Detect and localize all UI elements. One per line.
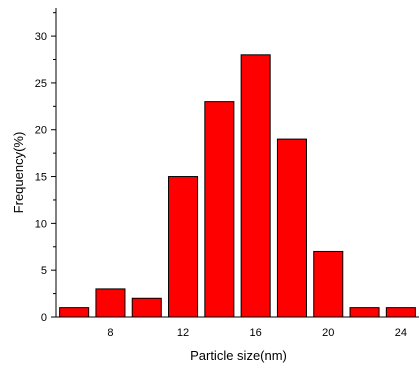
- y-tick-label: 20: [35, 125, 47, 137]
- bar-14: [204, 101, 235, 318]
- bar-6: [59, 307, 90, 318]
- x-tick-label: 20: [322, 327, 334, 339]
- bar-12: [168, 176, 199, 318]
- y-tick-label: 30: [35, 31, 47, 43]
- y-tick-label: 0: [41, 312, 47, 324]
- y-tick-label: 25: [35, 78, 47, 90]
- y-ticks: 0 5 10 15 20 25 30: [35, 12, 56, 324]
- y-axis-title: Frequency(%): [11, 132, 26, 214]
- x-ticks: 8 12 16 20 24: [107, 327, 407, 339]
- y-tick-label: 15: [35, 172, 47, 184]
- x-tick-label: 12: [177, 327, 189, 339]
- axes-layer: [55, 8, 419, 318]
- x-tick-label: 8: [107, 327, 113, 339]
- bar-18: [276, 138, 307, 318]
- x-axis-title: Particle size(nm): [190, 348, 287, 363]
- x-tick-label: 16: [250, 327, 262, 339]
- bar-8: [95, 288, 126, 318]
- bar-16: [240, 54, 271, 318]
- bar-10: [131, 297, 162, 318]
- x-tick-label: 24: [395, 327, 407, 339]
- y-tick-label: 5: [41, 265, 47, 277]
- bar-22: [349, 307, 380, 318]
- y-tick-label: 10: [35, 218, 47, 230]
- bars-layer: [59, 54, 416, 318]
- bar-20: [313, 250, 344, 318]
- bar-24: [385, 307, 416, 318]
